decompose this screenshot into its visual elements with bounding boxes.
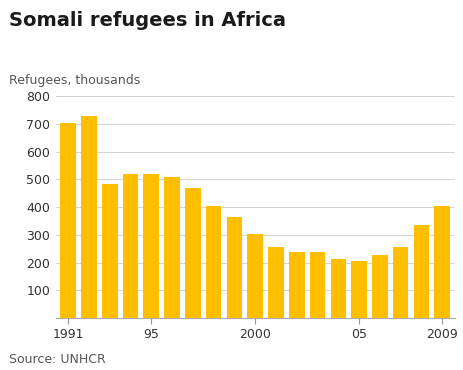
- Bar: [122, 174, 138, 318]
- Bar: [60, 122, 76, 318]
- Bar: [206, 206, 221, 318]
- Bar: [102, 184, 117, 318]
- Bar: [371, 255, 387, 318]
- Text: Source: UNHCR: Source: UNHCR: [9, 353, 106, 366]
- Text: Refugees, thousands: Refugees, thousands: [9, 74, 140, 87]
- Bar: [288, 252, 304, 318]
- Bar: [309, 252, 325, 318]
- Bar: [433, 206, 449, 318]
- Bar: [392, 246, 407, 318]
- Bar: [143, 174, 159, 318]
- Bar: [81, 117, 96, 318]
- Bar: [350, 261, 366, 318]
- Bar: [413, 225, 428, 318]
- Text: Somali refugees in Africa: Somali refugees in Africa: [9, 11, 286, 30]
- Bar: [330, 259, 345, 318]
- Bar: [185, 188, 200, 318]
- Bar: [226, 217, 242, 318]
- Bar: [247, 234, 263, 318]
- Bar: [164, 177, 180, 318]
- Bar: [268, 248, 283, 318]
